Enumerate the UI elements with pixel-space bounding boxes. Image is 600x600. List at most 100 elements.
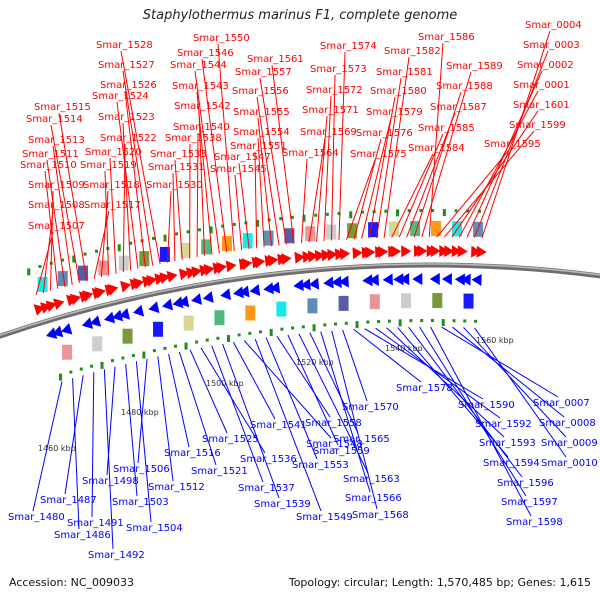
forward-label-leader: [383, 56, 410, 238]
forward-gene-label: Smar_0002: [517, 60, 574, 71]
forward-gene-arrow: [321, 249, 332, 262]
tick-mark: [205, 338, 209, 342]
forward-label-leader: [481, 30, 551, 239]
forward-gene-label: Smar_1531: [148, 162, 205, 173]
forward-gene-arrow: [82, 290, 94, 303]
forward-gene-arrow: [281, 253, 292, 266]
forward-gene-label: Smar_1576: [356, 128, 413, 139]
tick-mark: [407, 209, 411, 213]
forward-gene-label: Smar_1533: [150, 149, 207, 160]
tick-mark: [90, 364, 94, 368]
reverse-gene-label: Smar_1492: [88, 550, 145, 561]
tick-mark: [301, 325, 305, 329]
tick-mark: [279, 217, 283, 221]
reverse-gene-arrow: [118, 307, 131, 320]
forward-label-leader: [254, 151, 258, 249]
tick-mark: [396, 209, 400, 217]
reverse-label-leader: [320, 331, 371, 493]
forward-gene-label: Smar_1588: [436, 81, 493, 92]
reverse-label-leader: [103, 369, 114, 550]
reverse-gene-label: Smar_1541: [250, 420, 307, 431]
reverse-gene-arrow: [393, 273, 404, 286]
reverse-gene-arrow: [263, 282, 274, 295]
reverse-label-leader: [452, 326, 565, 418]
tick-mark: [477, 209, 481, 213]
tick-mark: [110, 359, 114, 363]
reverse-gene-label: Smar_1596: [497, 478, 554, 489]
forward-gene-arrow: [401, 245, 412, 258]
reverse-gene-label: Smar_1592: [475, 419, 532, 430]
forward-gene-arrow: [439, 245, 450, 258]
reverse-gene-arrow: [308, 277, 320, 290]
reverse-gene-label: Smar_0007: [533, 398, 590, 409]
reverse-label-leader: [408, 326, 523, 478]
reverse-gene-label: Smar_1558: [305, 418, 362, 429]
forward-gene-label: Smar_1510: [20, 160, 77, 171]
forward-label-leader: [330, 74, 336, 241]
tick-mark: [131, 353, 135, 357]
forward-gene-arrow: [166, 270, 178, 283]
feature-box: [122, 328, 133, 344]
forward-gene-label: Smar_1543: [172, 81, 229, 92]
reverse-gene-arrow: [269, 281, 281, 294]
reverse-gene-label: Smar_1549: [296, 512, 353, 523]
reverse-label-leader: [342, 329, 368, 402]
reverse-gene-arrow: [399, 273, 410, 286]
reverse-gene-label: Smar_1516: [164, 448, 221, 459]
forward-gene-label: Smar_1554: [233, 127, 290, 138]
feature-box: [201, 239, 212, 255]
scale-label: 1480 kbp: [121, 408, 159, 417]
reverse-label-leader: [276, 335, 331, 418]
tick-mark: [452, 319, 456, 323]
tick-mark: [290, 215, 294, 219]
forward-label-leader: [259, 77, 288, 245]
forward-gene-arrow: [199, 264, 211, 277]
forward-gene-label: Smar_1575: [350, 149, 407, 160]
forward-gene-arrow: [391, 245, 402, 258]
forward-gene-label: Smar_1579: [366, 107, 423, 118]
reverse-gene-label: Smar_1539: [254, 499, 311, 510]
tick-mark: [173, 344, 177, 348]
reverse-gene-arrow: [233, 286, 244, 299]
forward-gene-label: Smar_1542: [174, 101, 231, 112]
tick-mark: [198, 228, 202, 232]
forward-gene-label: Smar_1514: [26, 114, 83, 125]
tick-mark: [312, 324, 316, 332]
forward-gene-arrow: [444, 245, 455, 258]
reverse-gene-arrow: [172, 296, 184, 309]
tick-mark: [344, 321, 348, 325]
tick-mark: [302, 214, 306, 222]
reverse-label-leader: [441, 326, 559, 398]
reverse-gene-label: Smar_1597: [501, 497, 558, 508]
tick-mark: [430, 319, 434, 323]
forward-gene-arrow: [185, 267, 197, 279]
forward-gene-label: Smar_1523: [98, 112, 155, 123]
feature-box: [183, 315, 194, 331]
backbone-highlight: [0, 263, 600, 336]
reverse-gene-arrow: [178, 295, 190, 308]
tick-mark: [384, 209, 388, 213]
forward-gene-label: Smar_1550: [193, 33, 250, 44]
reverse-label-leader: [309, 332, 359, 434]
tick-mark: [269, 328, 273, 336]
tick-mark: [454, 209, 458, 213]
tick-mark: [129, 241, 133, 245]
tick-mark: [152, 349, 156, 353]
reverse-label-leader: [222, 343, 280, 499]
forward-label-leader: [406, 112, 456, 238]
feature-box: [307, 298, 318, 314]
tick-mark: [334, 322, 338, 326]
reverse-gene-arrow: [471, 273, 482, 286]
reverse-gene-label: Smar_1593: [479, 438, 536, 449]
tick-mark: [152, 236, 156, 240]
tick-mark: [237, 333, 241, 337]
reverse-gene-arrow: [81, 317, 94, 329]
tick-mark: [442, 209, 446, 217]
feature-box: [37, 276, 48, 292]
feature-box: [432, 293, 443, 309]
tick-mark: [221, 224, 225, 228]
tick-mark: [195, 340, 199, 344]
forward-gene-label: Smar_0001: [513, 80, 570, 91]
tick-mark: [255, 219, 259, 227]
feature-box: [401, 293, 412, 309]
